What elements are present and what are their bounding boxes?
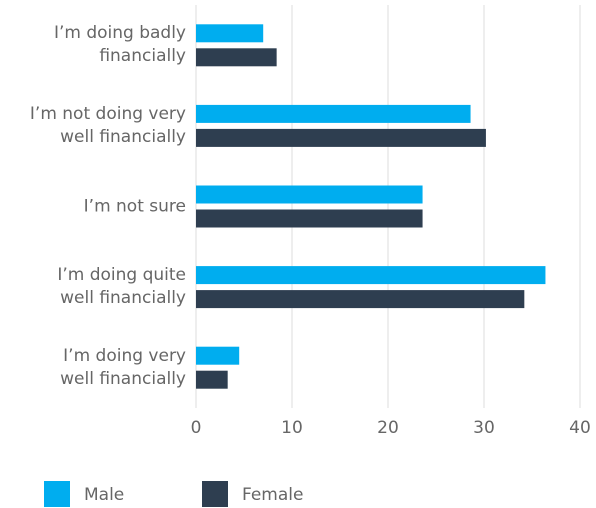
bar bbox=[196, 185, 423, 204]
bar bbox=[196, 48, 277, 67]
bar bbox=[196, 346, 240, 365]
legend-swatch bbox=[44, 481, 70, 507]
legend-label: Female bbox=[242, 485, 303, 505]
category-label: I’m not doing very well financially bbox=[29, 103, 186, 147]
x-tick-label: 40 bbox=[569, 418, 591, 438]
bar bbox=[196, 290, 525, 309]
bar bbox=[196, 24, 264, 43]
x-tick-label: 0 bbox=[191, 418, 202, 438]
bar bbox=[196, 370, 228, 389]
legend-label: Male bbox=[84, 485, 124, 505]
category-label: I’m not sure bbox=[83, 196, 186, 216]
legend-swatch bbox=[202, 481, 228, 507]
bar bbox=[196, 128, 486, 147]
bar bbox=[196, 266, 546, 285]
x-tick-label: 10 bbox=[281, 418, 303, 438]
bar bbox=[196, 209, 423, 228]
x-tick-label: 30 bbox=[473, 418, 495, 438]
bar bbox=[196, 104, 471, 123]
x-tick-label: 20 bbox=[377, 418, 399, 438]
category-label: I’m doing quite well financially bbox=[57, 265, 186, 309]
category-label: I’m doing badly financially bbox=[53, 23, 186, 67]
category-label: I’m doing very well financially bbox=[60, 345, 186, 389]
